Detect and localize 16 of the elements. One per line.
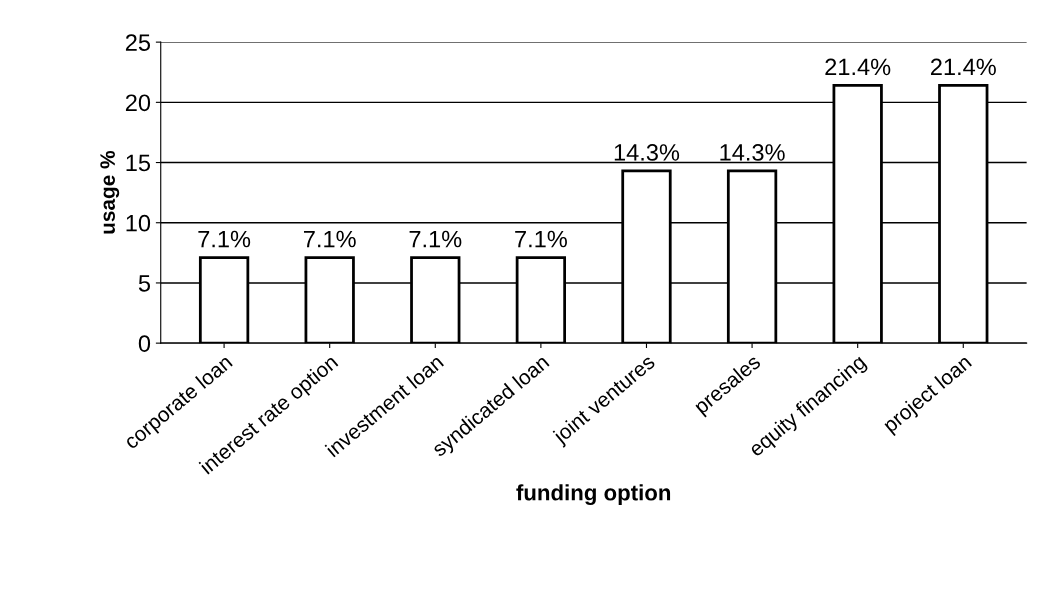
data-label: 7.1% [303,230,356,248]
data-label: 7.1% [515,230,567,248]
data-label: 21.4% [825,58,891,76]
y-tick-label: 20 [125,94,151,112]
y-axis-title: usage % [100,150,120,234]
data-label: 14.3% [720,144,785,161]
y-tick-label: 15 [126,154,151,172]
x-axis-title: funding option [516,484,671,506]
y-tick-label: 0 [138,335,151,352]
data-label: 7.1% [409,230,462,248]
y-tick-label: 10 [126,214,151,232]
data-label: 14.3% [614,144,680,161]
y-tick-label: 5 [138,275,151,292]
data-label: 7.1% [198,230,251,248]
y-tick-label: 25 [125,34,151,51]
data-label: 21.4% [930,58,996,76]
